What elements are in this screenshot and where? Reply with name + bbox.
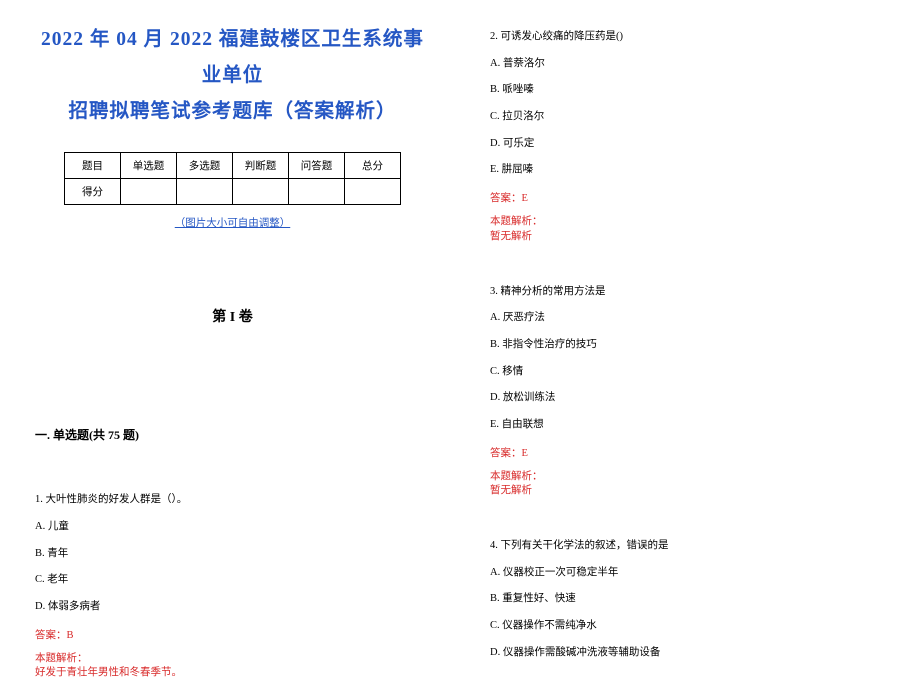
q1-opt-b: B. 青年 [35, 547, 430, 562]
q3-answer: 答案：E [490, 445, 885, 460]
question-4: 4. 下列有关干化学法的叙述，错误的是 A. 仪器校正一次可稳定半年 B. 重复… [490, 539, 885, 660]
th-judge: 判断题 [233, 153, 289, 179]
q2-stem: 2. 可诱发心绞痛的降压药是() [490, 30, 885, 45]
q1-opt-d: D. 体弱多病者 [35, 600, 430, 615]
q3-expl-body: 暂无解析 [490, 484, 885, 499]
q2-answer-value: E [522, 193, 528, 204]
th-multi: 多选题 [177, 153, 233, 179]
q2-expl-body: 暂无解析 [490, 230, 885, 245]
q3-expl-label: 本题解析： [490, 470, 885, 485]
td-score-label: 得分 [65, 179, 121, 205]
th-single: 单选题 [121, 153, 177, 179]
q2-opt-e: E. 肼屈嗪 [490, 163, 885, 178]
q2-opt-d: D. 可乐定 [490, 137, 885, 152]
doc-title: 2022 年 04 月 2022 福建鼓楼区卫生系统事业单位 招聘拟聘笔试参考题… [35, 22, 430, 130]
q3-opt-b: B. 非指令性治疗的技巧 [490, 338, 885, 353]
section-heading: 一. 单选题(共 75 题) [35, 426, 430, 443]
score-table: 题目 单选题 多选题 判断题 问答题 总分 得分 [64, 152, 401, 205]
q1-opt-a: A. 儿童 [35, 520, 430, 535]
td-empty [289, 179, 345, 205]
q3-answer-value: E [522, 448, 528, 459]
q3-opt-a: A. 厌恶疗法 [490, 311, 885, 326]
q2-expl-label: 本题解析： [490, 215, 885, 230]
q4-stem: 4. 下列有关干化学法的叙述，错误的是 [490, 539, 885, 554]
td-empty [177, 179, 233, 205]
q2-opt-b: B. 哌唑嗪 [490, 83, 885, 98]
q2-answer: 答案：E [490, 190, 885, 205]
td-empty [233, 179, 289, 205]
q1-stem: 1. 大叶性肺炎的好发人群是（）。 [35, 493, 430, 508]
q3-stem: 3. 精神分析的常用方法是 [490, 285, 885, 300]
q1-opt-c: C. 老年 [35, 573, 430, 588]
question-2: 2. 可诱发心绞痛的降压药是() A. 普萘洛尔 B. 哌唑嗪 C. 拉贝洛尔 … [490, 30, 885, 245]
table-header-row: 题目 单选题 多选题 判断题 问答题 总分 [65, 153, 401, 179]
td-empty [121, 179, 177, 205]
resize-note: （图片大小可自由调整） [35, 213, 430, 231]
q4-opt-c: C. 仪器操作不需纯净水 [490, 619, 885, 634]
title-line1: 2022 年 04 月 2022 福建鼓楼区卫生系统事业单位 [41, 29, 424, 86]
q1-answer: 答案：B [35, 627, 430, 642]
question-1: 1. 大叶性肺炎的好发人群是（）。 A. 儿童 B. 青年 C. 老年 D. 体… [35, 493, 430, 681]
resize-note-text: （图片大小可自由调整） [175, 218, 291, 229]
q4-opt-d: D. 仪器操作需酸碱冲洗液等辅助设备 [490, 646, 885, 661]
th-total: 总分 [345, 153, 401, 179]
th-ask: 问答题 [289, 153, 345, 179]
table-score-row: 得分 [65, 179, 401, 205]
q1-expl-label: 本题解析： [35, 652, 430, 667]
q3-opt-d: D. 放松训练法 [490, 391, 885, 406]
q4-opt-b: B. 重复性好、快速 [490, 592, 885, 607]
q3-opt-c: C. 移情 [490, 365, 885, 380]
answer-prefix: 答案： [490, 448, 522, 459]
q4-opt-a: A. 仪器校正一次可稳定半年 [490, 566, 885, 581]
q1-expl-body: 好发于青壮年男性和冬春季节。 [35, 666, 430, 681]
q2-opt-a: A. 普萘洛尔 [490, 57, 885, 72]
q3-opt-e: E. 自由联想 [490, 418, 885, 433]
q1-answer-value: B [67, 630, 74, 641]
td-empty [345, 179, 401, 205]
th-subject: 题目 [65, 153, 121, 179]
question-3: 3. 精神分析的常用方法是 A. 厌恶疗法 B. 非指令性治疗的技巧 C. 移情… [490, 285, 885, 500]
q2-opt-c: C. 拉贝洛尔 [490, 110, 885, 125]
answer-prefix: 答案： [490, 193, 522, 204]
title-line2: 招聘拟聘笔试参考题库（答案解析） [68, 101, 396, 122]
volume-heading: 第 I 卷 [35, 306, 430, 326]
answer-prefix: 答案： [35, 630, 67, 641]
